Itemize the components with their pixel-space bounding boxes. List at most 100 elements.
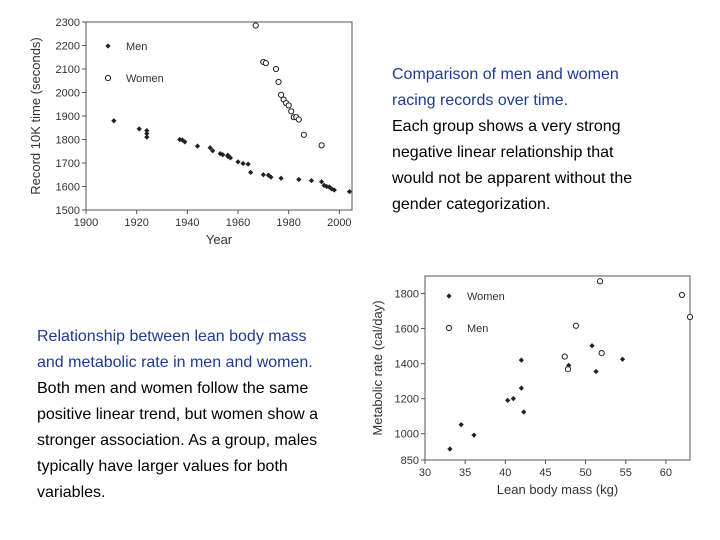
men-data-point <box>596 278 604 285</box>
y-tick-label: 2200 <box>56 41 80 53</box>
y-tick-label: 1200 <box>395 394 419 406</box>
x-tick-label: 2000 <box>327 217 351 229</box>
y-tick-label: 1500 <box>56 205 80 217</box>
y-tick-label: 1400 <box>395 359 419 371</box>
women-data-point <box>593 368 599 375</box>
x-axis-label: Year <box>206 232 233 247</box>
plot-frame <box>424 275 691 461</box>
caption-line: stronger association. As a group, males <box>37 432 318 449</box>
x-tick-label: 40 <box>499 467 511 479</box>
legend-label: Men <box>126 41 147 53</box>
men-data-point <box>308 178 315 184</box>
women-data-point <box>275 78 282 86</box>
men-data-point <box>225 153 231 160</box>
men-data-point <box>268 174 274 180</box>
legend-label: Men <box>467 323 488 335</box>
women-data-point <box>277 91 285 98</box>
women-data-point <box>252 22 259 29</box>
y-axis-label: Record 10K time (seconds) <box>28 37 43 195</box>
caption-line: Both men and women follow the same <box>37 380 309 397</box>
legend-marker <box>445 324 453 332</box>
caption-line: Each group shows a very strong <box>392 118 621 135</box>
men-data-point <box>144 134 150 140</box>
men-data-point <box>296 176 302 183</box>
x-tick-label: 30 <box>419 467 431 479</box>
y-tick-label: 1000 <box>395 429 419 441</box>
x-tick-label: 55 <box>620 467 632 479</box>
men-data-point <box>678 291 686 299</box>
men-data-point <box>686 313 694 321</box>
caption-line: racing records over time. <box>392 92 569 109</box>
men-data-point <box>278 175 284 181</box>
y-tick-label: 2300 <box>56 18 80 29</box>
men-data-point <box>318 179 325 185</box>
men-data-point <box>136 126 142 132</box>
y-tick-label: 2000 <box>56 88 80 100</box>
women-data-point <box>288 108 295 115</box>
women-data-point <box>619 356 626 362</box>
women-data-point <box>318 142 325 149</box>
men-data-point <box>260 172 266 178</box>
legend-label: Women <box>126 73 164 85</box>
women-data-point <box>518 357 524 363</box>
x-tick-label: 1960 <box>226 217 250 229</box>
men-data-point <box>240 160 246 167</box>
men-data-point <box>182 139 188 145</box>
caption-line: gender categorization. <box>392 196 551 213</box>
men-data-point <box>179 137 185 143</box>
y-tick-label: 1600 <box>56 182 80 194</box>
caption-line: Comparison of men and women <box>392 66 619 83</box>
y-tick-label: 850 <box>401 455 419 467</box>
men-data-point <box>207 145 213 151</box>
caption-line: positive linear trend, but women show a <box>37 406 319 423</box>
caption-line: would not be apparent without the <box>392 170 633 187</box>
x-tick-label: 60 <box>660 467 672 479</box>
legend-marker <box>446 293 452 299</box>
chart-metabolic-rate: 30 35 40 45 50 55 60 850 1000 1200 1400 1600 1800 Lea… <box>370 275 694 497</box>
men-data-point <box>217 150 223 157</box>
y-tick-label: 1600 <box>395 324 419 336</box>
x-tick-label: 1900 <box>74 217 98 229</box>
women-data-point <box>262 60 269 67</box>
men-data-point <box>235 159 241 165</box>
women-data-point <box>458 421 464 428</box>
caption-metabolic-rate: Relationship between lean body mass and … <box>37 324 318 506</box>
women-data-point <box>505 397 511 404</box>
men-data-point <box>220 152 226 158</box>
women-data-point <box>589 343 595 349</box>
women-data-point <box>471 432 477 438</box>
men-data-point <box>265 172 272 178</box>
men-data-point <box>245 161 251 167</box>
x-tick-label: 50 <box>579 467 591 479</box>
chart-race-records: 1900 1920 1940 1960 1980 2000 1500 1600 1700 1800… <box>28 18 353 247</box>
legend-marker <box>105 43 111 49</box>
men-data-point <box>248 169 254 176</box>
y-axis-label: Metabolic rate (cal/day) <box>370 300 385 435</box>
caption-line: negative linear relationship that <box>392 144 614 161</box>
women-data-point <box>285 102 292 109</box>
women-data-point <box>447 446 453 452</box>
men-data-point <box>598 350 605 357</box>
women-data-point <box>510 396 516 402</box>
x-tick-label: 45 <box>539 467 551 479</box>
caption-line: Relationship between lean body mass <box>37 328 307 345</box>
men-data-point <box>564 366 572 373</box>
caption-race-records: Comparison of men and women racing recor… <box>392 62 632 218</box>
legend-marker <box>104 74 112 82</box>
men-data-point <box>572 322 580 329</box>
men-data-point <box>346 189 353 195</box>
men-data-point <box>227 155 234 161</box>
y-tick-label: 1700 <box>56 158 80 170</box>
x-tick-label: 35 <box>459 467 471 479</box>
women-data-point <box>518 385 524 391</box>
men-data-point <box>561 353 568 360</box>
x-tick-label: 1980 <box>276 217 300 229</box>
women-data-point <box>521 409 527 415</box>
caption-line: and metabolic rate in men and women. <box>37 354 313 371</box>
y-tick-label: 1900 <box>56 111 80 123</box>
men-data-point <box>210 148 216 154</box>
women-data-point <box>272 65 280 73</box>
x-axis-label: Lean body mass (kg) <box>497 482 618 497</box>
men-data-point <box>194 143 201 149</box>
caption-line: variables. <box>37 484 106 501</box>
